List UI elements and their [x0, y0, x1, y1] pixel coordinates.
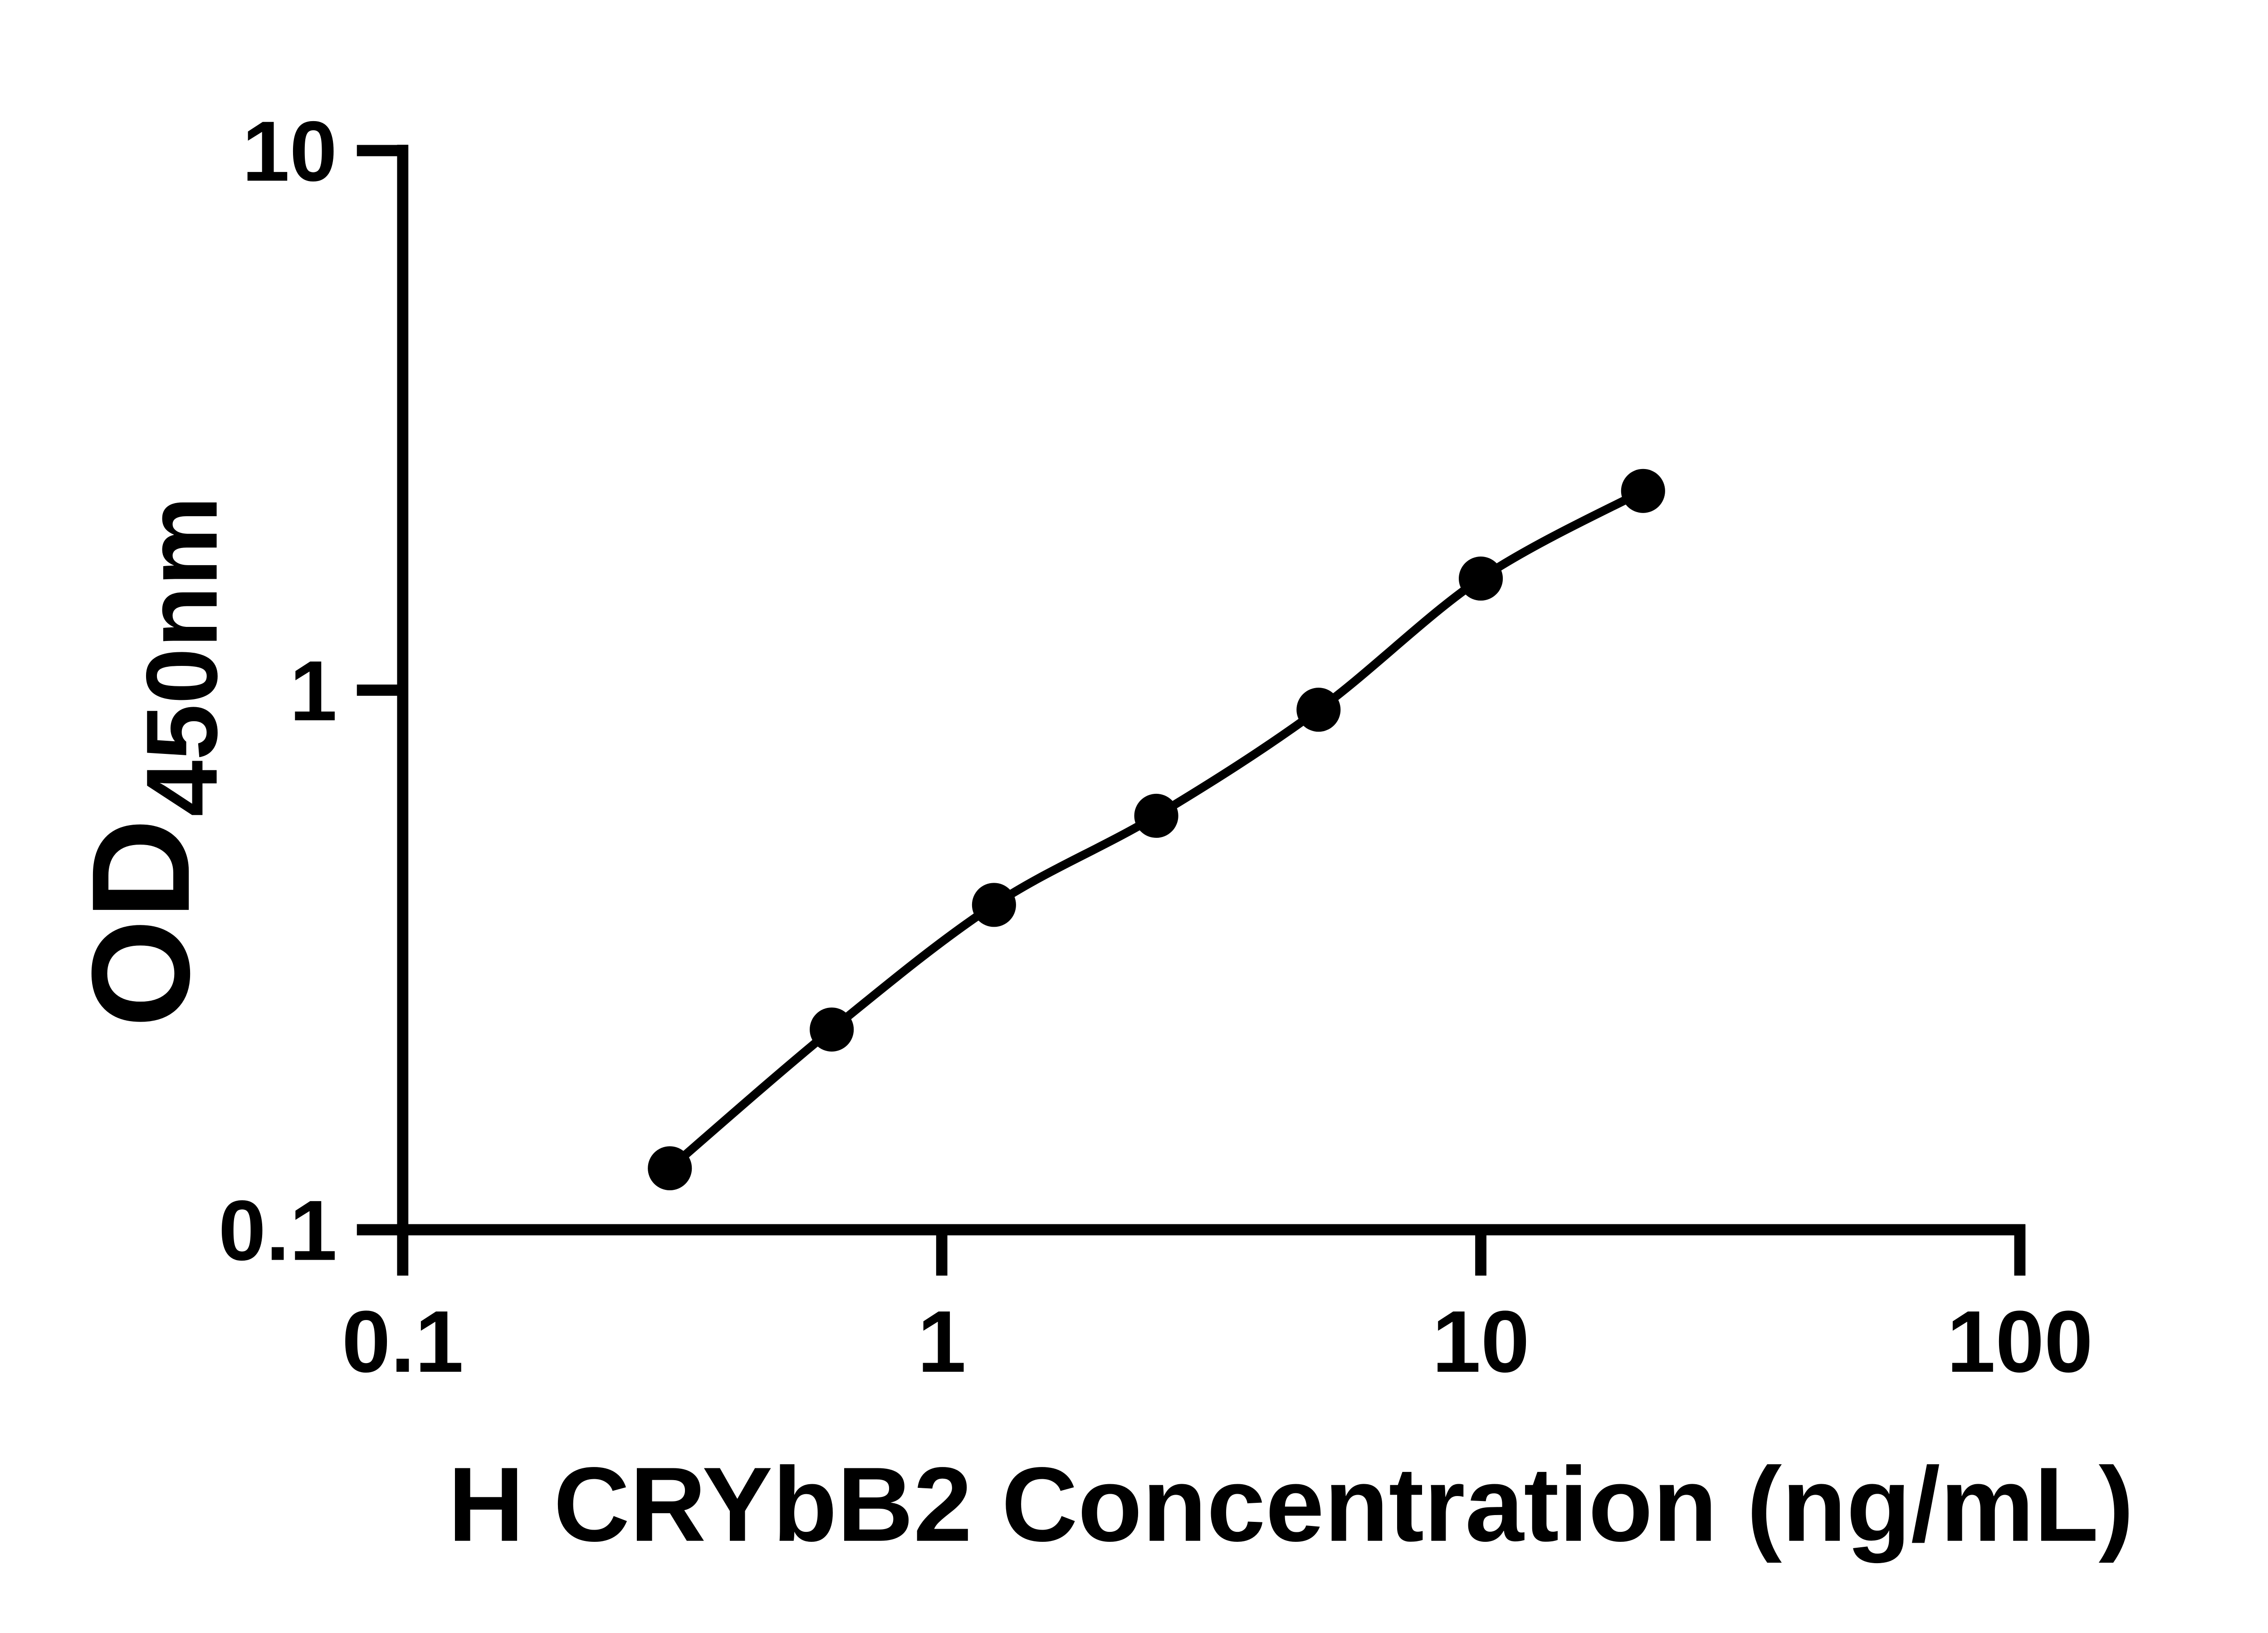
x-axis-ticks: [397, 1224, 2026, 1276]
data-point-marker: [1134, 793, 1178, 838]
data-point-marker: [1296, 688, 1341, 732]
data-point-marker: [1621, 469, 1665, 513]
axes: 10 1 0.1 0.1 1 10 100: [218, 103, 2093, 1390]
data-point-marker: [648, 1146, 692, 1191]
y-tick-label: 0.1: [218, 1183, 337, 1278]
y-tick-label: 1: [289, 643, 337, 738]
x-tick-label: 1: [917, 1292, 966, 1390]
x-tick-label: 0.1: [342, 1292, 464, 1390]
x-axis-title: H CRYbB2 Concentration (ng/mL): [448, 1446, 2134, 1564]
data-points: [648, 469, 1665, 1191]
y-axis-title-main: OD: [63, 819, 219, 1028]
x-tick-label: 10: [1432, 1292, 1530, 1390]
y-axis-title-subscript: 450nm: [126, 496, 239, 816]
data-point-marker: [810, 1007, 854, 1052]
y-tick-label: 10: [242, 103, 337, 199]
y-axis-tick-labels: 10 1 0.1: [218, 103, 337, 1278]
data-point-marker: [1459, 556, 1503, 601]
y-axis-title: OD 450nm: [63, 496, 238, 1028]
x-tick-label: 100: [1947, 1292, 2093, 1390]
x-axis-tick-labels: 0.1 1 10 100: [342, 1292, 2093, 1390]
data-point-marker: [972, 883, 1016, 927]
